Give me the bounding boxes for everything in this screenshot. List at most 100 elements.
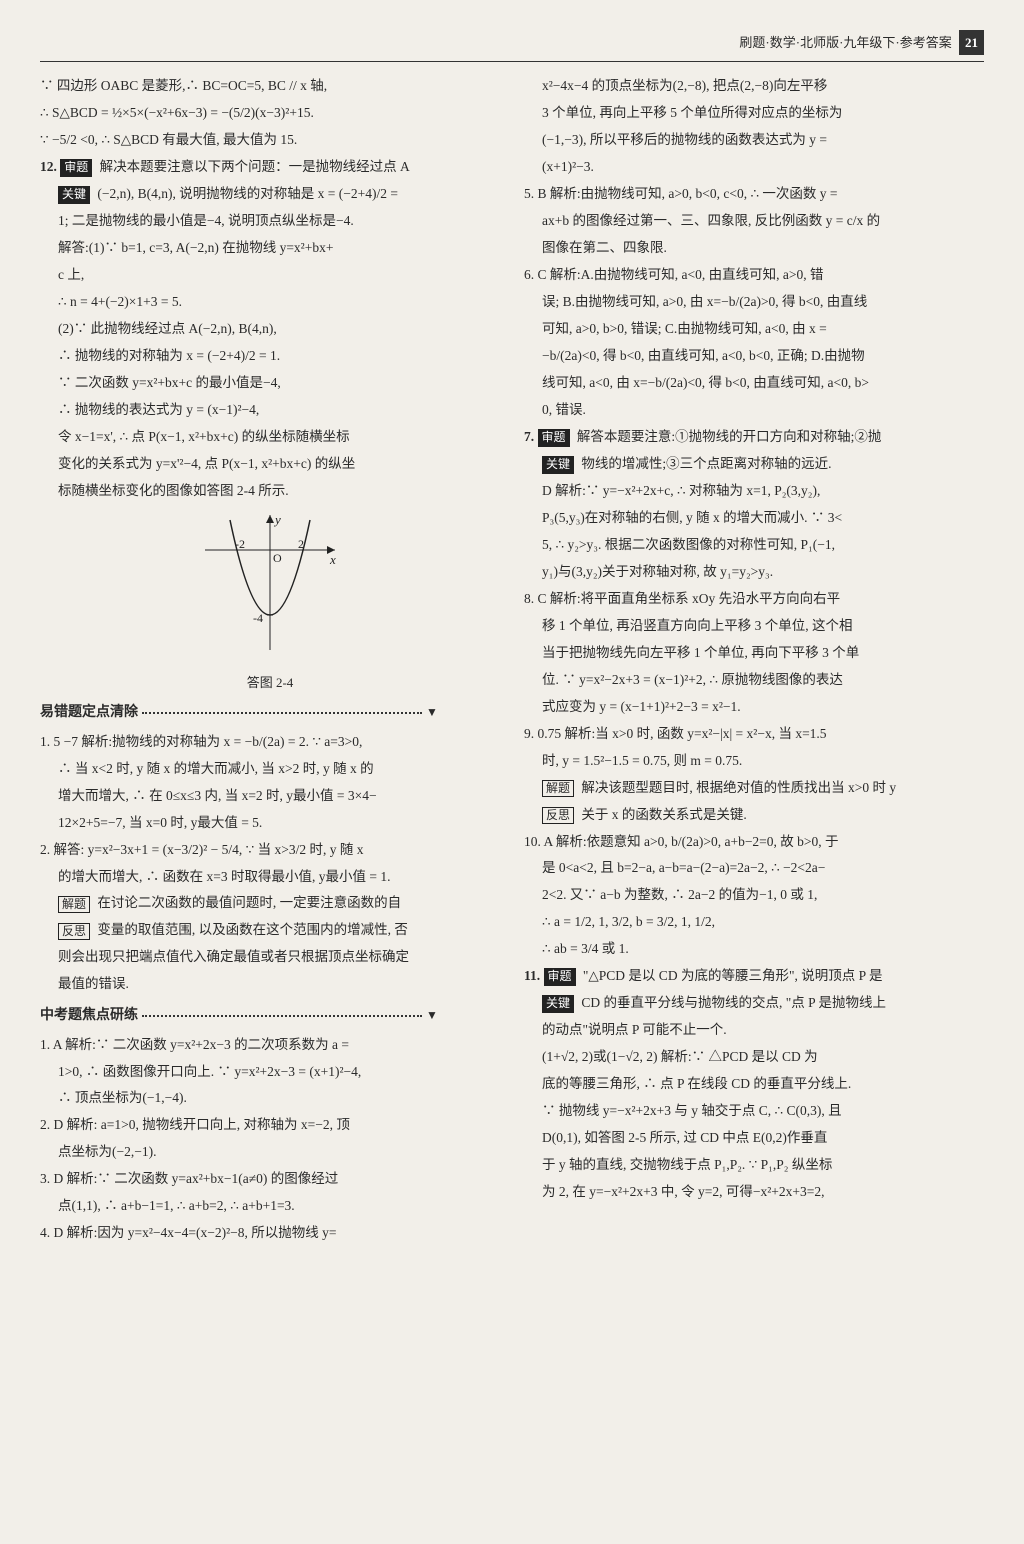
left-column: ∵ 四边形 OABC 是菱形,∴ BC=OC=5, BC // x 轴, ∴ S… xyxy=(40,74,500,1248)
tick-neg4: -4 xyxy=(253,611,263,625)
text: 变量的取值范围, 以及函数在这个范围内的增减性, 否 xyxy=(97,922,408,937)
tag-reflect: 反思 xyxy=(542,807,574,825)
text-line: 关键 (−2,n), B(4,n), 说明抛物线的对称轴是 x = (−2+4)… xyxy=(40,182,500,207)
text-line: 3. D 解析:∵ 二次函数 y=ax²+bx−1(a≠0) 的图像经过 xyxy=(40,1167,500,1192)
text-line: 的增大而增大, ∴ 函数在 x=3 时取得最小值, y最小值 = 1. xyxy=(40,865,500,890)
text: 物线的增减性;③三个点距离对称轴的远近. xyxy=(581,456,831,471)
text-line: y₁)与(3,y₂)关于对称轴对称, 故 y₁=y₂>y₃. xyxy=(524,560,984,585)
text-line: 误; B.由抛物线可知, a>0, 由 x=−b/(2a)>0, 得 b<0, … xyxy=(524,290,984,315)
text: 解答本题要注意:①抛物线的开口方向和对称轴;②抛 xyxy=(577,429,882,444)
section-title-errors: 易错题定点清除 ▼ xyxy=(40,700,500,725)
text-line: ∵ 四边形 OABC 是菱形,∴ BC=OC=5, BC // x 轴, xyxy=(40,74,500,99)
header-text: 刷题·数学·北师版·九年级下·参考答案 xyxy=(739,35,951,50)
text: 关于 x 的函数关系式是关键. xyxy=(581,807,746,822)
text-line: ∵ 二次函数 y=x²+bx+c 的最小值是−4, xyxy=(40,371,500,396)
parabola-graph: -2 O 2 -4 x y xyxy=(195,510,345,660)
text-line: 则会出现只把端点值代入确定最值或者只根据顶点坐标确定 xyxy=(40,945,500,970)
text: 在讨论二次函数的最值问题时, 一定要注意函数的自 xyxy=(97,895,401,910)
text-line: 12×2+5=−7, 当 x=0 时, y最大值 = 5. xyxy=(40,811,500,836)
text-line: (−1,−3), 所以平移后的抛物线的函数表达式为 y = xyxy=(524,128,984,153)
tick-neg2: -2 xyxy=(235,537,245,551)
text-line: 3 个单位, 再向上平移 5 个单位所得对应点的坐标为 xyxy=(524,101,984,126)
section-title-exam: 中考题焦点研练▼ xyxy=(40,1003,500,1028)
text-line: ∴ ab = 3/4 或 1. xyxy=(524,937,984,962)
text-line: 0, 错误. xyxy=(524,398,984,423)
text-line: 2<2. 又∵ a−b 为整数, ∴ 2a−2 的值为−1, 0 或 1, xyxy=(524,883,984,908)
text-line: x²−4x−4 的顶点坐标为(2,−8), 把点(2,−8)向左平移 xyxy=(524,74,984,99)
text-line: 4. D 解析:因为 y=x²−4x−4=(x−2)²−8, 所以抛物线 y= xyxy=(40,1221,500,1246)
text-line: ∴ 抛物线的对称轴为 x = (−2+4)/2 = 1. xyxy=(40,344,500,369)
text-line: D(0,1), 如答图 2-5 所示, 过 CD 中点 E(0,2)作垂直 xyxy=(524,1126,984,1151)
text-line: 8. C 解析:将平面直角坐标系 xOy 先沿水平方向向右平 xyxy=(524,587,984,612)
text: 解决该题型题目时, 根据绝对值的性质找出当 x>0 时 y xyxy=(581,780,896,795)
text-line: 底的等腰三角形, ∴ 点 P 在线段 CD 的垂直平分线上. xyxy=(524,1072,984,1097)
text-line: 解答:(1)∵ b=1, c=3, A(−2,n) 在抛物线 y=x²+bx+ xyxy=(40,236,500,261)
text-line: c 上, xyxy=(40,263,500,288)
tick-2: 2 xyxy=(298,537,304,551)
question-number: 7. xyxy=(524,429,534,444)
text-line: 7. 审题 解答本题要注意:①抛物线的开口方向和对称轴;②抛 xyxy=(524,425,984,450)
figure-caption: 答图 2-4 xyxy=(40,671,500,694)
text: CD 的垂直平分线与抛物线的交点, "点 P 是抛物线上 xyxy=(581,995,886,1010)
text-line: ∵ 抛物线 y=−x²+2x+3 与 y 轴交于点 C, ∴ C(0,3), 且 xyxy=(524,1099,984,1124)
text: 解决本题要注意以下两个问题：一是抛物线经过点 A xyxy=(100,159,410,174)
section-label: 易错题定点清除 xyxy=(40,705,138,720)
tick-origin: O xyxy=(273,551,282,565)
page-header: 刷题·数学·北师版·九年级下·参考答案 21 xyxy=(40,30,984,62)
text-line: ∴ 当 x<2 时, y 随 x 的增大而减小, 当 x>2 时, y 随 x … xyxy=(40,757,500,782)
text: "△PCD 是以 CD 为底的等腰三角形", 说明顶点 P 是 xyxy=(583,968,883,983)
text-line: D 解析:∵ y=−x²+2x+c, ∴ 对称轴为 x=1, P₂(3,y₂), xyxy=(524,479,984,504)
text-line: 10. A 解析:依题意知 a>0, b/(2a)>0, a+b−2=0, 故 … xyxy=(524,830,984,855)
tag-key: 关键 xyxy=(58,186,90,204)
text-line: 解题 解决该题型题目时, 根据绝对值的性质找出当 x>0 时 y xyxy=(524,776,984,801)
text-line: P₃(5,y₃)在对称轴的右侧, y 随 x 的增大而减小. ∵ 3< xyxy=(524,506,984,531)
tag-key: 关键 xyxy=(542,456,574,474)
text-line: 标随横坐标变化的图像如答图 2-4 所示. xyxy=(40,479,500,504)
section-label: 中考题焦点研练 xyxy=(40,1008,138,1023)
text-line: 线可知, a<0, 由 x=−b/(2a)<0, 得 b<0, 由直线可知, a… xyxy=(524,371,984,396)
text-line: 1>0, ∴ 函数图像开口向上. ∵ y=x²+2x−3 = (x+1)²−4, xyxy=(40,1060,500,1085)
axis-x: x xyxy=(329,552,336,567)
text-line: 解题 在讨论二次函数的最值问题时, 一定要注意函数的自 xyxy=(40,891,500,916)
text-line: (1+√2, 2)或(1−√2, 2) 解析:∵ △PCD 是以 CD 为 xyxy=(524,1045,984,1070)
text-line: ∴ n = 4+(−2)×1+3 = 5. xyxy=(40,290,500,315)
text-line: 6. C 解析:A.由抛物线可知, a<0, 由直线可知, a>0, 错 xyxy=(524,263,984,288)
text-line: 移 1 个单位, 再沿竖直方向向上平移 3 个单位, 这个相 xyxy=(524,614,984,639)
text-line: 11. 审题 "△PCD 是以 CD 为底的等腰三角形", 说明顶点 P 是 xyxy=(524,964,984,989)
text-line: ∴ 顶点坐标为(−1,−4). xyxy=(40,1086,500,1111)
text-line: 5. B 解析:由抛物线可知, a>0, b<0, c<0, ∴ 一次函数 y … xyxy=(524,182,984,207)
text-line: 时, y = 1.5²−1.5 = 0.75, 则 m = 0.75. xyxy=(524,749,984,774)
text: (−2,n), B(4,n), 说明抛物线的对称轴是 x = (−2+4)/2 … xyxy=(97,186,398,201)
right-column: x²−4x−4 的顶点坐标为(2,−8), 把点(2,−8)向左平移 3 个单位… xyxy=(524,74,984,1248)
text-line: 12. 审题 解决本题要注意以下两个问题：一是抛物线经过点 A xyxy=(40,155,500,180)
columns: ∵ 四边形 OABC 是菱形,∴ BC=OC=5, BC // x 轴, ∴ S… xyxy=(40,74,984,1248)
figure-2-4: -2 O 2 -4 x y 答图 2-4 xyxy=(40,510,500,695)
text-line: ∴ a = 1/2, 1, 3/2, b = 3/2, 1, 1/2, xyxy=(524,910,984,935)
text-line: 反思 关于 x 的函数关系式是关键. xyxy=(524,803,984,828)
tag-review: 审题 xyxy=(538,429,570,447)
text-line: 增大而增大, ∴ 在 0≤x≤3 内, 当 x=2 时, y最小值 = 3×4− xyxy=(40,784,500,809)
triangle-icon: ▼ xyxy=(426,705,438,719)
text-line: 当于把抛物线先向左平移 1 个单位, 再向下平移 3 个单 xyxy=(524,641,984,666)
text-line: 最值的错误. xyxy=(40,972,500,997)
text-line: ax+b 的图像经过第一、三、四象限, 反比例函数 y = c/x 的 xyxy=(524,209,984,234)
text-line: 令 x−1=x', ∴ 点 P(x−1, x²+bx+c) 的纵坐标随横坐标 xyxy=(40,425,500,450)
text-line: (x+1)²−3. xyxy=(524,155,984,180)
text-line: 式应变为 y = (x−1+1)²+2−3 = x²−1. xyxy=(524,695,984,720)
text-line: 2. 解答: y=x²−3x+1 = (x−3/2)² − 5/4, ∵ 当 x… xyxy=(40,838,500,863)
text-line: 5, ∴ y₂>y₃. 根据二次函数图像的对称性可知, P₁(−1, xyxy=(524,533,984,558)
text-line: 为 2, 在 y=−x²+2x+3 中, 令 y=2, 可得−x²+2x+3=2… xyxy=(524,1180,984,1205)
text-line: 1; 二是抛物线的最小值是−4, 说明顶点纵坐标是−4. xyxy=(40,209,500,234)
text-line: 点坐标为(−2,−1). xyxy=(40,1140,500,1165)
text-line: 图像在第二、四象限. xyxy=(524,236,984,261)
question-number: 11. xyxy=(524,968,540,983)
text-line: (2)∵ 此抛物线经过点 A(−2,n), B(4,n), xyxy=(40,317,500,342)
text-line: 关键 CD 的垂直平分线与抛物线的交点, "点 P 是抛物线上 xyxy=(524,991,984,1016)
text-line: 2. D 解析: a=1>0, 抛物线开口向上, 对称轴为 x=−2, 顶 xyxy=(40,1113,500,1138)
tag-review: 审题 xyxy=(544,968,576,986)
text-line: 可知, a>0, b>0, 错误; C.由抛物线可知, a<0, 由 x = xyxy=(524,317,984,342)
text-line: ∴ S△BCD = ½×5×(−x²+6x−3) = −(5/2)(x−3)²+… xyxy=(40,101,500,126)
text-line: ∴ 抛物线的表达式为 y = (x−1)²−4, xyxy=(40,398,500,423)
tag-key: 关键 xyxy=(542,995,574,1013)
question-number: 12. xyxy=(40,159,57,174)
